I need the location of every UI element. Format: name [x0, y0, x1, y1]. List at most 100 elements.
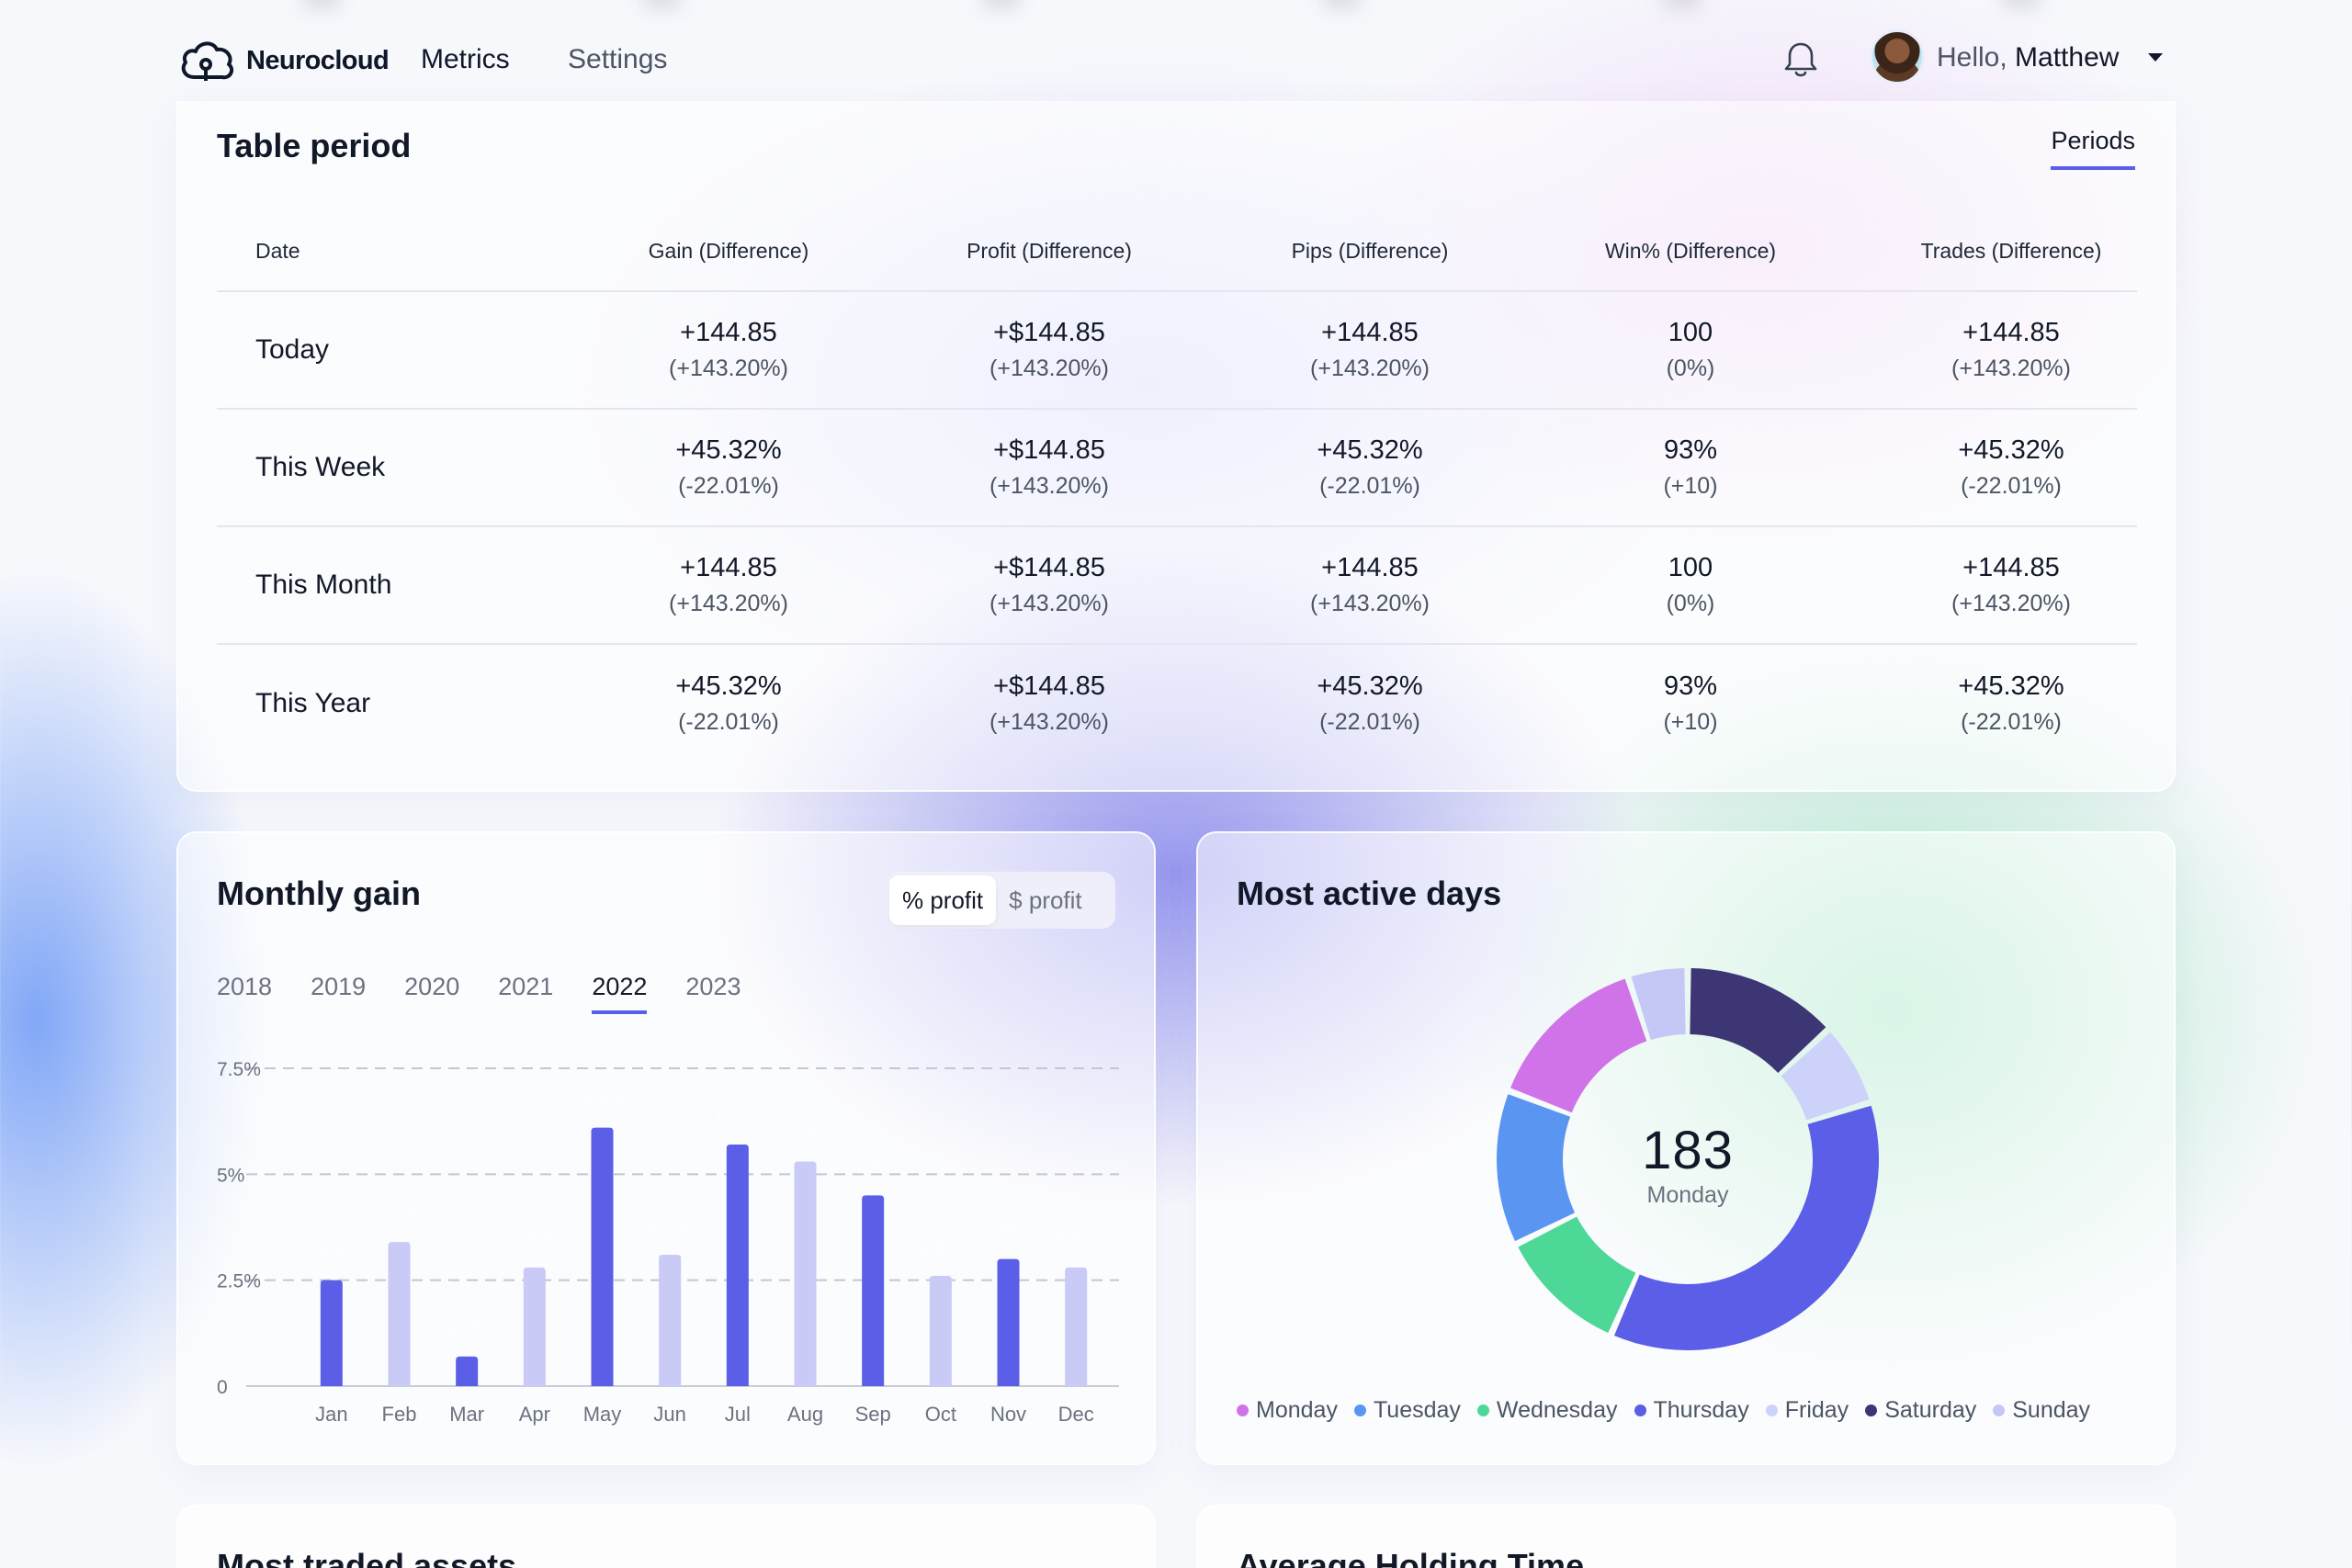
cell-difference: (+143.20%) — [989, 473, 1109, 499]
legend-item-thursday[interactable]: Thursday — [1634, 1397, 1749, 1424]
table-period-title: Table period — [217, 127, 412, 164]
x-tick-label: Apr — [519, 1403, 550, 1426]
table-cell: 100 (0%) — [1496, 318, 1885, 382]
most-traded-assets-title: Most traded assets — [217, 1547, 517, 1568]
bar-jul[interactable] — [726, 1145, 749, 1386]
table-cell: 100 (0%) — [1496, 553, 1885, 617]
bar-jan[interactable] — [320, 1280, 343, 1386]
tab-year-2022[interactable]: 2022 — [592, 973, 648, 1014]
donut-center-value: 183 — [1642, 1121, 1734, 1180]
tab-year-2023[interactable]: 2023 — [685, 973, 741, 1000]
tab-year-2020[interactable]: 2020 — [404, 973, 460, 1000]
bar-apr[interactable] — [523, 1267, 546, 1386]
bell-icon[interactable] — [1782, 39, 1819, 79]
table-row[interactable]: This Month +144.85 (+143.20%) +$144.85 (+143… — [217, 527, 2137, 645]
donut-slice-friday[interactable] — [1781, 1032, 1870, 1121]
table-cell: +144.85 (+143.20%) — [603, 318, 854, 382]
legend-item-friday[interactable]: Friday — [1765, 1397, 1849, 1424]
donut-slice-saturday[interactable] — [1690, 968, 1826, 1073]
user-greeting[interactable]: Hello, Matthew — [1937, 42, 2119, 73]
table-row[interactable]: Today +144.85 (+143.20%) +$144.85 (+143.20%)… — [217, 292, 2137, 410]
cell-value: +45.32% — [675, 435, 782, 465]
chevron-down-icon[interactable] — [2148, 53, 2163, 62]
most-active-days-card: Most active days 183 Monday Monday Tuesda… — [1196, 831, 2176, 1465]
bar-dec[interactable] — [1065, 1267, 1088, 1386]
legend-item-monday[interactable]: Monday — [1237, 1397, 1338, 1424]
percent-profit-button[interactable]: % profit — [889, 875, 997, 925]
legend-item-tuesday[interactable]: Tuesday — [1353, 1397, 1461, 1424]
bar-mar[interactable] — [456, 1356, 479, 1386]
legend-swatch — [1353, 1404, 1366, 1416]
bar-data-label: 4.1% — [649, 1217, 691, 1237]
cell-value: +$144.85 — [993, 671, 1105, 701]
column-header[interactable]: Profit (Difference) — [967, 238, 1132, 263]
cell-value: +144.85 — [680, 553, 777, 582]
column-header[interactable]: Win% (Difference) — [1604, 238, 1777, 263]
bar-may[interactable] — [591, 1127, 614, 1386]
donut-slice-monday[interactable] — [1510, 978, 1647, 1113]
cloud-logo-icon — [181, 41, 233, 81]
legend-item-saturday[interactable]: Saturday — [1865, 1397, 1976, 1424]
cell-difference: (+143.20%) — [1951, 591, 2071, 616]
tab-periods[interactable]: Periods — [2051, 127, 2135, 170]
tab-year-2018[interactable]: 2018 — [217, 973, 273, 1000]
table-cell: +45.32% (-22.01%) — [1244, 671, 1496, 736]
x-tick-label: Oct — [925, 1403, 956, 1426]
cell-value: +144.85 — [1962, 318, 2060, 347]
bar-aug[interactable] — [794, 1161, 817, 1386]
column-header[interactable]: Gain (Difference) — [648, 238, 809, 263]
table-cell: +45.32% (-22.01%) — [1244, 435, 1496, 500]
legend-label: Tuesday — [1373, 1397, 1461, 1423]
bar-data-label: 2.7% — [1055, 1230, 1097, 1250]
app-name: Neurocloud — [246, 45, 390, 75]
legend-label: Saturday — [1884, 1397, 1977, 1423]
donut-slice-wednesday[interactable] — [1518, 1216, 1636, 1334]
table-cell: +144.85 (+143.20%) — [1885, 553, 2137, 617]
nav-metrics[interactable]: Metrics — [421, 44, 510, 74]
table-row[interactable]: This Year +45.32% (-22.01%) +$144.85 (+143.2… — [217, 645, 2137, 762]
table-cell: +45.32% (-22.01%) — [1885, 671, 2137, 736]
cell-value: +45.32% — [1958, 671, 2064, 701]
app-logo[interactable]: Neurocloud — [178, 37, 390, 85]
legend-swatch — [1237, 1404, 1249, 1416]
x-tick-label: Aug — [787, 1403, 823, 1426]
x-tick-label: Sep — [855, 1403, 891, 1426]
y-tick-label: 2.5% — [217, 1271, 261, 1292]
donut-slice-tuesday[interactable] — [1497, 1094, 1576, 1242]
table-row[interactable]: This Week +45.32% (-22.01%) +$144.85 (+143.2… — [217, 410, 2137, 527]
most-active-days-title: Most active days — [1237, 874, 1502, 912]
period-table: Date Gain (Difference) Profit (Differenc… — [217, 211, 2137, 762]
bar-oct[interactable] — [929, 1276, 952, 1386]
cell-value: 93% — [1663, 671, 1718, 701]
column-header[interactable]: Pips (Difference) — [1291, 238, 1449, 263]
tab-year-2021[interactable]: 2021 — [498, 973, 554, 1000]
background-ghost-strip — [303, 0, 2049, 9]
monthly-gain-card: 0 2.5% 5% 7.5% 3% Jan 4.5% Feb 1.1% Mar 3.5% Apr 6.4… — [176, 831, 1156, 1465]
x-tick-label: Mar — [449, 1403, 484, 1426]
dollar-profit-button[interactable]: $ profit — [1009, 886, 1082, 914]
bar-sep[interactable] — [862, 1195, 885, 1386]
cell-difference: (-22.01%) — [1961, 473, 2062, 499]
donut-legend: Monday Tuesday Wednesday Thursday Friday Satu… — [1237, 1397, 2107, 1424]
monthly-gain-title: Monthly gain — [217, 874, 421, 912]
donut-slice-sunday[interactable] — [1631, 968, 1686, 1041]
tab-year-2019[interactable]: 2019 — [311, 973, 367, 1000]
user-avatar[interactable] — [1870, 29, 1925, 85]
legend-item-sunday[interactable]: Sunday — [1993, 1397, 2090, 1424]
cell-value: 100 — [1668, 553, 1713, 582]
row-date-cell: This Month — [255, 570, 392, 600]
cell-value: +144.85 — [1962, 553, 2060, 582]
donut-slice-thursday[interactable] — [1613, 1105, 1879, 1350]
column-header[interactable]: Trades (Difference) — [1920, 238, 2102, 263]
nav-settings[interactable]: Settings — [568, 44, 668, 74]
bar-feb[interactable] — [388, 1242, 411, 1386]
x-tick-label: Jan — [315, 1403, 347, 1426]
table-cell: 93% (+10) — [1496, 435, 1885, 500]
legend-label: Friday — [1784, 1397, 1849, 1423]
bar-nov[interactable] — [997, 1258, 1020, 1386]
row-date-cell: This Year — [255, 688, 371, 718]
bar-data-label: 3.5% — [514, 1230, 556, 1250]
bar-jun[interactable] — [659, 1254, 682, 1386]
legend-item-wednesday[interactable]: Wednesday — [1476, 1397, 1618, 1424]
column-header[interactable]: Date — [255, 238, 300, 263]
